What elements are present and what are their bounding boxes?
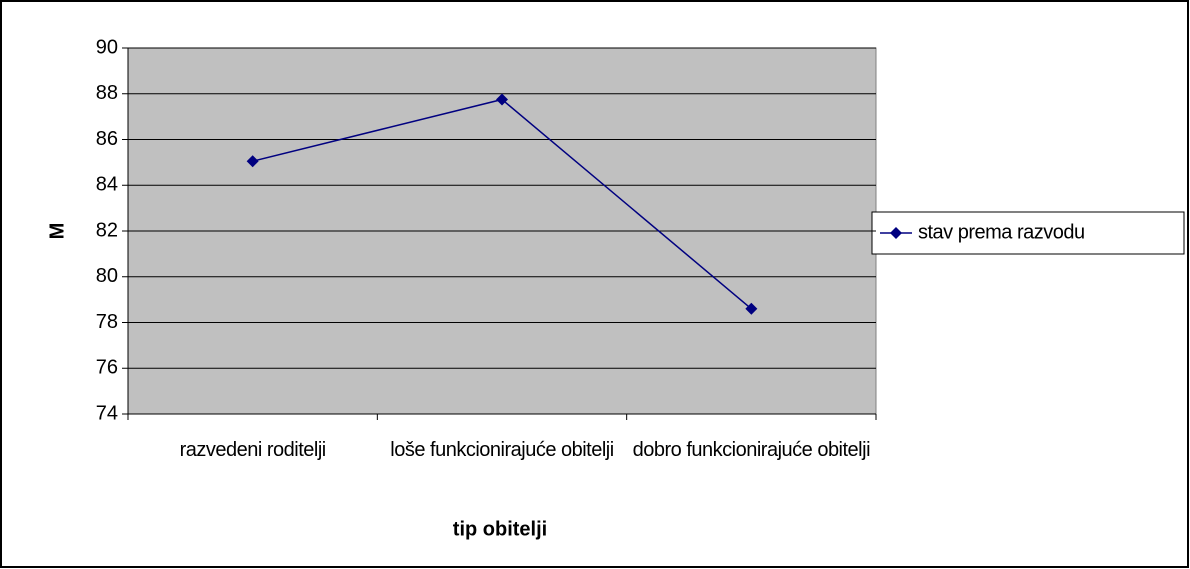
y-axis-title: M: [46, 223, 68, 240]
y-tick-label: 88: [96, 82, 118, 104]
y-tick-label: 82: [96, 219, 118, 241]
legend-label: stav prema razvodu: [918, 221, 1085, 243]
x-tick-label: loše funkcionirajuće obitelji: [390, 439, 614, 461]
x-tick-label: dobro funkcionirajuće obitelji: [632, 439, 871, 461]
y-tick-label: 84: [96, 174, 118, 196]
legend-box: [871, 211, 1185, 255]
y-tick-label: 74: [96, 402, 118, 424]
legend-marker: [890, 227, 902, 239]
point-marker: [246, 155, 259, 168]
y-tick-label: 76: [96, 357, 118, 379]
y-tick-label: 86: [96, 128, 118, 150]
point-marker: [496, 93, 508, 106]
y-tick-label: 80: [96, 265, 118, 287]
y-tick-label: 78: [96, 311, 118, 333]
x-axis-title: tip obitelji: [453, 518, 547, 540]
point-marker: [745, 302, 758, 315]
y-tick-label: 90: [96, 36, 118, 58]
x-tick-label: razvedeni roditelji: [179, 439, 327, 461]
